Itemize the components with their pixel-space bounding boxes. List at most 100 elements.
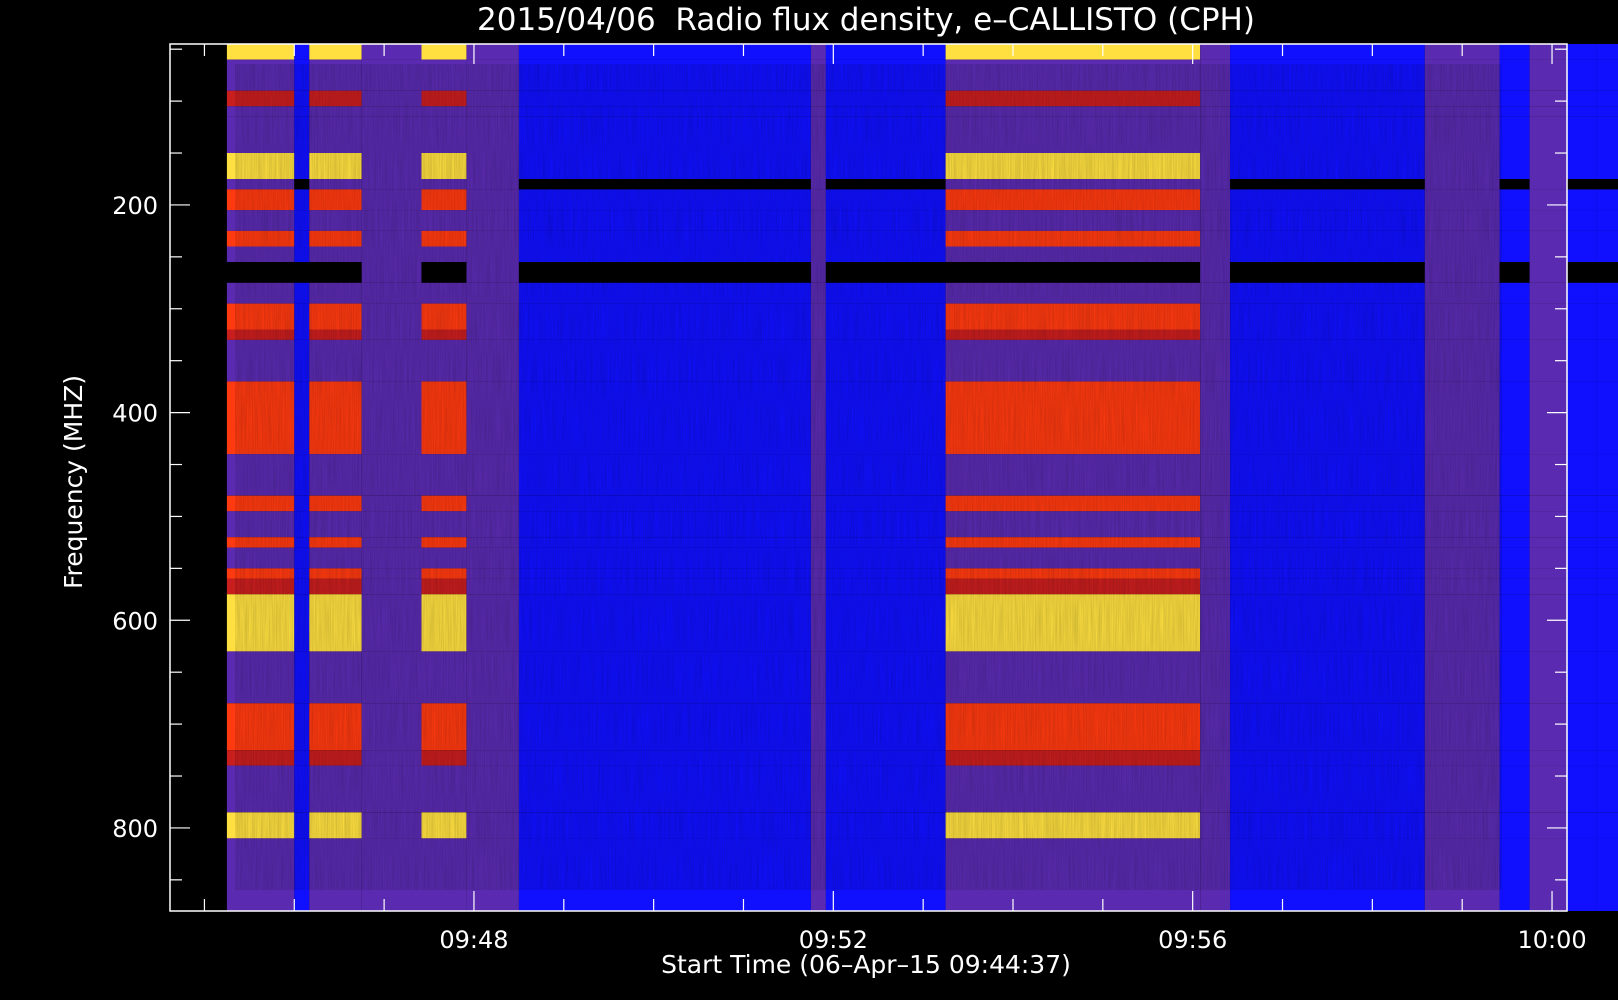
heatmap-cell (825, 44, 946, 60)
heatmap-cell (1567, 838, 1597, 911)
x-axis: 09:48 09:52 09:56 10:00 (203, 44, 1587, 954)
heatmap-cell (1499, 838, 1530, 911)
heatmap-cell (1499, 303, 1530, 330)
heatmap-cell (1529, 230, 1567, 247)
heatmap-cell (1529, 329, 1567, 340)
heatmap-cell (1596, 568, 1618, 579)
heatmap-cell (1499, 116, 1530, 153)
heatmap-cell (1529, 838, 1567, 911)
heatmap-cell (361, 44, 422, 60)
heatmap-cell (1529, 547, 1567, 569)
heatmap-cell (1499, 511, 1530, 538)
heatmap-cell (1567, 329, 1597, 340)
heatmap-cell (1567, 537, 1597, 548)
heatmap-cell (1529, 153, 1567, 179)
heatmap-cell (1567, 511, 1597, 538)
heatmap-cell (1529, 189, 1567, 211)
heatmap-cell (1529, 578, 1567, 595)
heatmap-cell (1596, 230, 1618, 247)
heatmap-cell (1499, 59, 1530, 91)
heatmap-cell (1596, 329, 1618, 340)
heatmap-cell (1529, 381, 1567, 455)
heatmap-cell (1499, 106, 1530, 117)
heatmap-cell (1499, 568, 1530, 579)
plot-frame (169, 43, 1568, 912)
heatmap-cell (1596, 339, 1618, 382)
heatmap-cell (1567, 282, 1597, 304)
heatmap-cell (1499, 329, 1530, 340)
heatmap-cell (1596, 765, 1618, 813)
heatmap-cell (1499, 651, 1530, 704)
x-axis-label: Start Time (06–Apr–15 09:44:37) (661, 950, 1071, 979)
heatmap-cell (1596, 578, 1618, 595)
heatmap-cell (1529, 262, 1567, 283)
heatmap-cell (1567, 90, 1597, 107)
heatmap-cell (1529, 594, 1567, 652)
heatmap-cell (1499, 189, 1530, 211)
heatmap-cell (810, 44, 826, 60)
heatmap-cell (1567, 812, 1597, 839)
heatmap-cell (1567, 230, 1597, 247)
heatmap-cell (1567, 44, 1597, 60)
heatmap-cell (1567, 339, 1597, 382)
heatmap-cell (1567, 750, 1597, 766)
heatmap-cell (1567, 59, 1597, 91)
heatmap-cell (1567, 765, 1597, 813)
heatmap-cell (1596, 179, 1618, 190)
heatmap-cell (1499, 90, 1530, 107)
heatmap-cell (1529, 537, 1567, 548)
y-axis-label: Frequency (MHZ) (59, 375, 88, 589)
heatmap-cell (309, 44, 362, 60)
heatmap-cell (1499, 210, 1530, 231)
heatmap-cell (1596, 838, 1618, 911)
heatmap-cell (1529, 703, 1567, 750)
heatmap-cell (1499, 44, 1530, 60)
heatmap-cell (1567, 381, 1597, 455)
x-tick-label: 09:52 (799, 926, 868, 954)
heatmap-cell (1529, 106, 1567, 117)
heatmap-cell (1499, 812, 1530, 839)
heatmap-cell (1200, 44, 1231, 60)
heatmap-cell (1499, 547, 1530, 569)
heatmap-cell (1529, 116, 1567, 153)
heatmap-cell (1567, 116, 1597, 153)
heatmap-cell (1567, 547, 1597, 569)
y-tick-label: 200 (112, 192, 158, 220)
y-axis: 200 400 600 800 (112, 48, 1567, 881)
heatmap-cell (1529, 495, 1567, 512)
heatmap-cell (1529, 812, 1567, 839)
heatmap-cell (1529, 282, 1567, 304)
heatmap-cell (1596, 106, 1618, 117)
heatmap-cell (518, 44, 811, 60)
heatmap-cell (1529, 90, 1567, 107)
heatmap-cell (1596, 189, 1618, 211)
x-tick-label: 10:00 (1517, 926, 1586, 954)
heatmap-cell (1499, 750, 1530, 766)
heatmap-cell (1596, 703, 1618, 750)
heatmap-cell (1567, 106, 1597, 117)
heatmap-cell (1596, 454, 1618, 496)
heatmap-cell (1596, 537, 1618, 548)
heatmap-cell (1567, 210, 1597, 231)
heatmap-cell (1529, 44, 1567, 60)
heatmap-cell (945, 44, 1201, 60)
heatmap-cell (1529, 750, 1567, 766)
heatmap-cell (1596, 90, 1618, 107)
chart-title: 2015/04/06 Radio flux density, e–CALLIST… (477, 2, 1255, 38)
x-tick-label: 09:48 (439, 926, 508, 954)
heatmap-cell (1499, 594, 1530, 652)
heatmap-cell (1596, 246, 1618, 263)
heatmap-cell (1596, 495, 1618, 512)
heatmap-cell (1596, 511, 1618, 538)
heatmap-cell (1596, 210, 1618, 231)
heatmap-cell (1499, 282, 1530, 304)
heatmap-cell (1529, 765, 1567, 813)
heatmap-cell (1499, 537, 1530, 548)
heatmap-cell (1529, 651, 1567, 704)
heatmap-cell (1567, 454, 1597, 496)
y-tick-label: 600 (112, 607, 158, 635)
heatmap-cell (1499, 339, 1530, 382)
heatmap-cell (1596, 262, 1618, 283)
heatmap-cell (1499, 578, 1530, 595)
heatmap-cell (1529, 179, 1567, 190)
